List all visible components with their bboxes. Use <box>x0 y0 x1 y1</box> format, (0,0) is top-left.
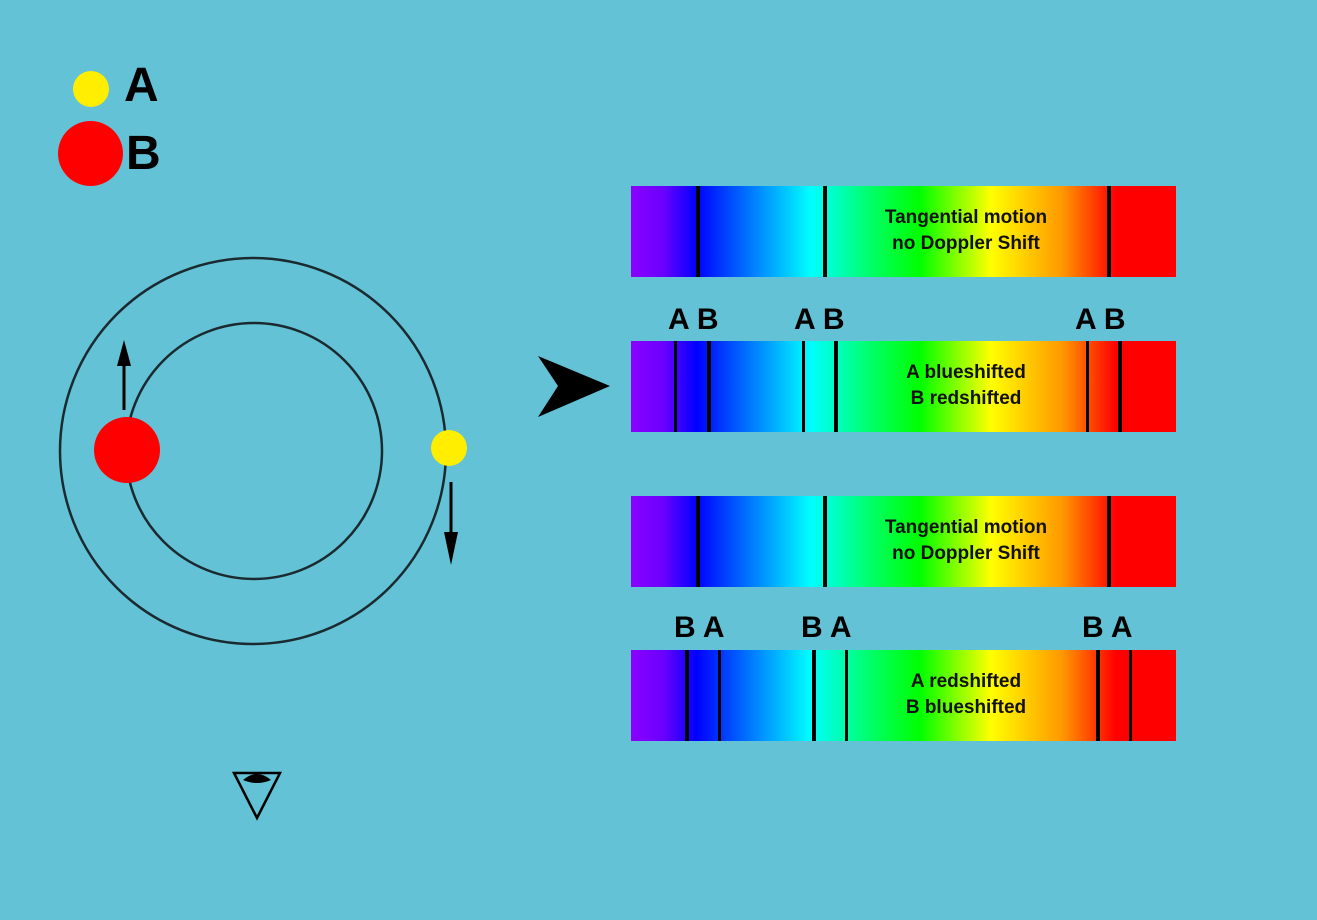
spectrum-2-line-label-2: A B <box>794 303 845 336</box>
spectrum-4: A redshifted B blueshifted <box>631 650 1176 741</box>
spectrum-3-caption: Tangential motion no Doppler Shift <box>884 517 1048 564</box>
spectrum-2-caption: A blueshifted B redshifted <box>906 362 1026 409</box>
star-a-velocity-arrow <box>444 482 458 565</box>
spectrum-4-caption: A redshifted B blueshifted <box>905 671 1027 718</box>
spectrum-2: A blueshifted B redshifted <box>631 341 1176 432</box>
spectrum-4-line-label-1: B A <box>674 611 725 644</box>
star-a <box>431 430 467 466</box>
inner-orbit <box>124 321 384 581</box>
spectrum-1: Tangential motion no Doppler Shift <box>631 186 1176 277</box>
spectrum-3: Tangential motion no Doppler Shift <box>631 496 1176 587</box>
spectrum-2-line-label-3: A B <box>1075 303 1126 336</box>
star-b <box>94 417 160 483</box>
spectrum-4-line-label-2: B A <box>801 611 852 644</box>
legend-star-b-dot <box>58 121 123 186</box>
legend-star-a-dot <box>73 71 109 107</box>
spectrum-4-line-label-3: B A <box>1082 611 1133 644</box>
eye-icon <box>231 771 283 821</box>
spectrum-1-caption: Tangential motion no Doppler Shift <box>884 207 1048 254</box>
legend-star-a-label: A <box>124 59 159 112</box>
legend-star-b-label: B <box>126 127 161 180</box>
star-b-velocity-arrow <box>117 340 131 410</box>
spectrum-2-line-label-1: A B <box>668 303 719 336</box>
arrowhead-icon <box>538 356 610 417</box>
